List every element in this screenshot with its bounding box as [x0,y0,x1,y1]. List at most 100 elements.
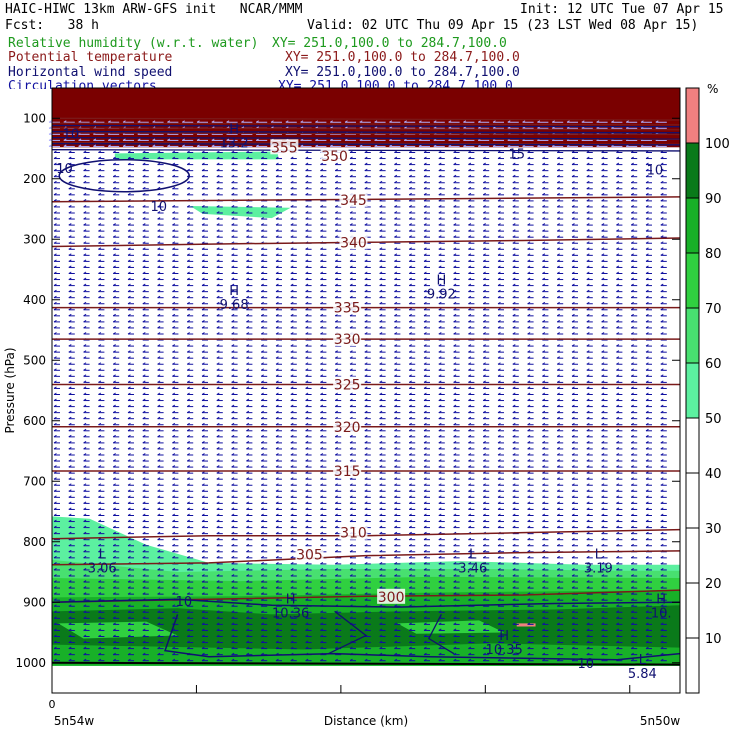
circulation-vector-head [556,301,560,305]
circulation-vector-head [112,465,116,468]
circulation-vector-head [630,205,634,208]
circulation-vector-head [305,416,309,420]
circulation-vector-head [53,392,57,395]
circulation-vector-head [468,229,472,232]
circulation-vector-head [630,392,634,395]
circulation-vector-head [172,247,176,250]
circulation-vector-head [68,477,72,480]
circulation-vector-head [246,404,250,408]
circulation-vector-head [497,428,501,432]
circulation-vector-head [48,132,52,135]
circulation-vector-head [571,198,575,202]
circulation-vector-head [68,162,72,166]
circulation-vector-head [616,253,620,256]
circulation-vector-head [586,229,590,232]
circulation-vector-head [527,241,531,244]
circulation-vector-head [453,271,457,274]
circulation-vector-head [379,217,383,220]
circulation-vector-head [142,283,146,287]
circulation-vector-head [246,205,250,208]
circulation-vector-head [320,440,324,444]
circulation-vector-head [645,174,649,178]
circulation-vector-head [482,326,486,329]
circulation-vector-head [127,192,131,196]
circulation-vector-head [542,326,546,329]
circulation-vector-head [320,253,324,256]
circulation-vector-head [201,205,205,208]
circulation-vector-head [172,150,176,153]
circulation-vector-head [216,253,220,256]
circulation-vector-head [246,186,250,190]
circulation-vector-head [364,277,368,280]
circulation-vector-head [616,422,620,426]
circulation-vector-head [586,235,590,238]
circulation-vector-head [542,301,546,305]
circulation-vector-head [216,265,220,268]
circulation-vector-head [201,265,205,268]
circulation-vector-head [497,217,501,220]
circulation-vector-head [246,229,250,232]
circulation-vector-head [231,156,235,159]
circulation-vector-head [379,350,383,353]
circulation-vector-head [201,259,205,262]
circulation-vector-head [527,217,531,220]
circulation-vector-head [275,319,279,323]
circulation-vector-head [379,223,383,226]
circulation-vector-head [98,477,102,480]
circulation-vector-head [83,362,87,365]
circulation-vector-head [630,471,634,474]
circulation-vector-head [216,277,220,280]
circulation-vector-head [408,447,412,450]
circulation-vector-head [601,440,605,444]
circulation-vector-head [542,271,546,274]
circulation-vector-head [349,253,353,256]
circulation-vector-head [83,168,87,172]
circulation-vector-head [112,162,116,166]
circulation-vector-head [379,422,383,426]
circulation-vector-head [660,265,664,268]
circulation-vector-head [616,229,620,232]
circulation-vector-head [408,247,412,250]
circulation-vector-head [379,247,383,250]
circulation-vector-head [83,150,87,153]
circulation-vector-head [408,434,412,438]
circulation-vector-head [571,271,575,274]
circulation-vector-head [93,144,97,147]
circulation-vector-head [497,156,501,159]
circulation-vector-head [142,186,146,190]
circulation-vector-head [68,465,72,468]
circulation-vector-head [142,434,146,438]
circulation-vector-head [512,168,516,172]
circulation-vector-head [660,186,664,190]
circulation-vector-head [571,434,575,438]
circulation-vector-head [83,217,87,220]
circulation-vector-head [231,332,235,335]
circulation-vector-head [216,301,220,305]
circulation-vector-head [53,344,57,347]
circulation-vector-head [507,144,511,147]
circulation-vector-head [482,277,486,280]
circulation-vector-head [423,162,427,166]
circulation-vector-head [112,174,116,178]
circulation-vector-head [290,211,294,214]
circulation-vector-head [556,180,560,184]
circulation-vector-head [320,471,324,474]
circulation-vector-head [586,301,590,305]
circulation-vector-head [315,144,319,147]
circulation-vector-head [290,235,294,238]
circulation-vector-head [290,259,294,262]
circulation-vector-head [482,362,486,365]
circulation-vector-head [246,162,250,166]
circulation-vector-head [438,434,442,438]
circulation-vector-head [231,301,235,305]
circulation-vector-head [374,144,378,147]
circulation-vector-head [53,459,57,462]
circulation-vector-head [581,120,585,123]
circulation-vector-head [438,392,442,395]
circulation-vector-head [512,471,516,474]
circulation-vector-head [112,186,116,190]
circulation-vector-head [334,205,338,208]
circulation-vector-head [246,447,250,450]
circulation-vector-head [186,156,190,159]
circulation-vector-head [438,192,442,196]
